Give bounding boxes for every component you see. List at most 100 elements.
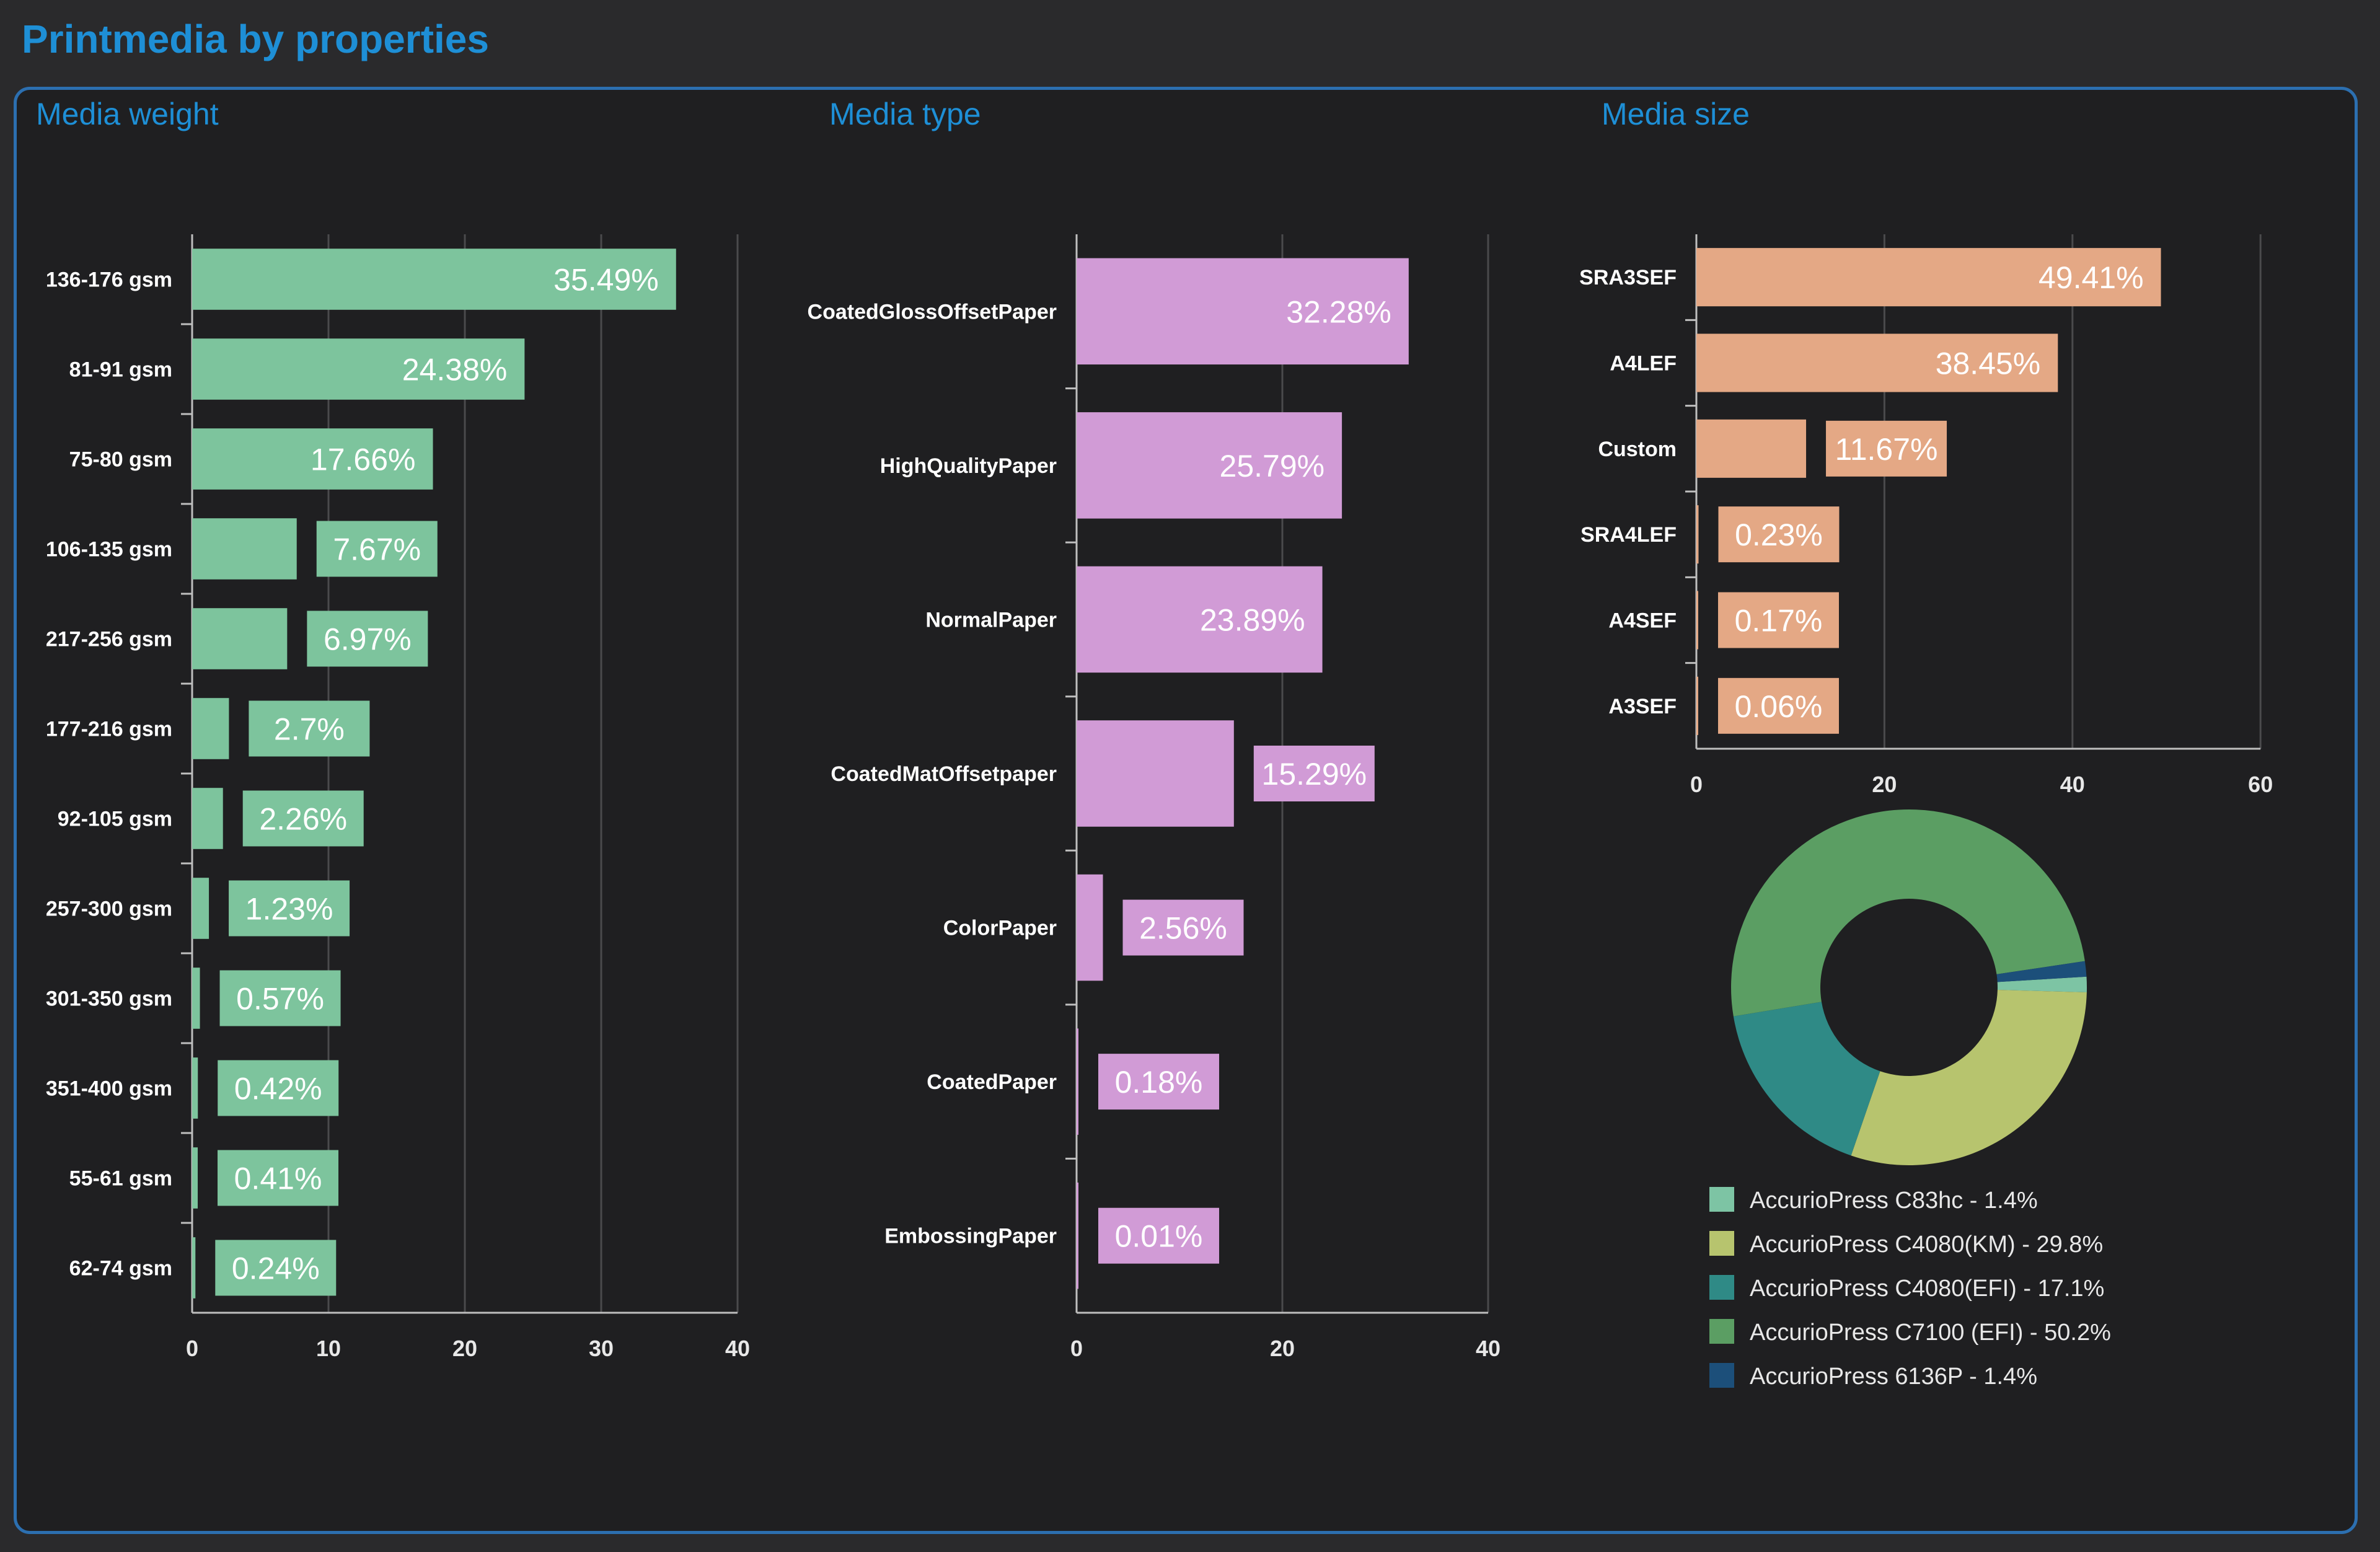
donut-slice [1730, 809, 2085, 1016]
type-tick-label: 20 [1270, 1336, 1295, 1361]
type-data-label-box [1098, 1054, 1219, 1110]
weight-category-label: 136-176 gsm [46, 268, 172, 292]
size-bar [1696, 333, 2058, 392]
weight-category-label: 351-400 gsm [46, 1077, 172, 1101]
weight-data-label-box [316, 521, 438, 577]
weight-data-label: 2.26% [259, 802, 347, 837]
type-category-label: EmbossingPaper [884, 1225, 1057, 1248]
weight-bar [192, 698, 229, 759]
donut-slice [1733, 1002, 1880, 1156]
size-category-label: A4LEF [1610, 352, 1677, 376]
size-bar [1696, 676, 1698, 735]
donut-slice [1997, 976, 2087, 993]
weight-tick-label: 20 [452, 1336, 477, 1361]
weight-bar [192, 608, 288, 669]
weight-data-label: 35.49% [553, 263, 659, 298]
legend-label: AccurioPress C83hc - 1.4% [1750, 1188, 2038, 1214]
type-bar [1077, 720, 1234, 827]
type-category-label: HighQualityPaper [880, 454, 1057, 478]
type-data-label: 2.56% [1139, 911, 1227, 946]
weight-tick-label: 40 [725, 1336, 750, 1361]
weight-tick-label: 0 [186, 1336, 198, 1361]
weight-bar [192, 338, 525, 400]
weight-category-label: 301-350 gsm [46, 987, 172, 1011]
weight-data-label: 17.66% [311, 443, 416, 477]
type-bar [1077, 412, 1342, 519]
weight-tick-label: 30 [589, 1336, 614, 1361]
weight-bar [192, 1147, 198, 1209]
size-data-label: 11.67% [1835, 432, 1938, 467]
weight-category-label: 257-300 gsm [46, 897, 172, 921]
size-bar [1696, 591, 1698, 650]
size-tick-label: 0 [1690, 772, 1703, 797]
type-category-label: NormalPaper [925, 608, 1057, 632]
size-data-label: 0.06% [1735, 689, 1823, 724]
size-tick-label: 60 [2248, 772, 2273, 797]
size-category-label: Custom [1598, 438, 1677, 461]
weight-bar [192, 518, 297, 580]
legend-swatch [1709, 1187, 1734, 1212]
legend-swatch [1709, 1319, 1734, 1344]
weight-data-label-box [219, 970, 341, 1026]
weight-category-label: 75-80 gsm [69, 448, 172, 472]
weight-data-label-box [229, 880, 350, 937]
weight-data-label-box [215, 1240, 337, 1296]
weight-data-label-box [307, 611, 428, 667]
size-category-label: SRA3SEF [1579, 266, 1677, 289]
size-data-label: 49.41% [2038, 260, 2144, 295]
media-size-title: Media size [1602, 97, 1750, 131]
legend-swatch [1709, 1275, 1734, 1300]
size-data-label-box [1718, 506, 1840, 563]
type-data-label: 0.01% [1115, 1219, 1203, 1254]
type-data-label: 0.18% [1115, 1065, 1203, 1100]
type-data-label: 25.79% [1220, 449, 1325, 483]
weight-data-label: 0.41% [234, 1162, 322, 1196]
type-category-label: CoatedPaper [927, 1070, 1057, 1094]
type-category-label: ColorPaper [943, 917, 1057, 940]
weight-bar [192, 878, 209, 939]
type-bar [1077, 258, 1409, 365]
weight-data-label: 6.97% [324, 622, 412, 657]
size-bar [1696, 419, 1807, 478]
weight-category-label: 92-105 gsm [58, 808, 172, 831]
type-tick-label: 0 [1070, 1336, 1083, 1361]
size-data-label: 0.23% [1735, 518, 1823, 552]
page-title: Printmedia by properties [22, 17, 489, 61]
type-data-label-box [1253, 746, 1375, 801]
legend-label: AccurioPress C4080(KM) - 29.8% [1750, 1232, 2103, 1258]
type-data-label: 15.29% [1262, 757, 1367, 791]
size-data-label: 38.45% [1936, 346, 2041, 381]
weight-category-label: 177-216 gsm [46, 718, 172, 741]
type-category-label: CoatedGlossOffsetPaper [808, 300, 1057, 324]
weight-category-label: 62-74 gsm [69, 1257, 172, 1281]
type-bar [1077, 874, 1103, 981]
weight-data-label-box [218, 1060, 339, 1116]
legend-label: AccurioPress C4080(EFI) - 17.1% [1750, 1276, 2104, 1302]
weight-data-label: 0.57% [236, 982, 324, 1016]
type-data-label: 23.89% [1200, 602, 1305, 637]
weight-bar [192, 1057, 198, 1119]
weight-bar [192, 1237, 196, 1298]
size-tick-label: 20 [1872, 772, 1897, 797]
weight-bar [192, 968, 200, 1029]
weight-data-label: 0.24% [232, 1251, 320, 1286]
media-type-title: Media type [829, 97, 981, 131]
size-category-label: SRA4LEF [1580, 523, 1677, 547]
donut-slice [1996, 961, 2087, 982]
weight-bar [192, 428, 433, 490]
weight-bar [192, 788, 223, 849]
weight-data-label: 1.23% [245, 892, 333, 927]
legend-label: AccurioPress C7100 (EFI) - 50.2% [1750, 1320, 2111, 1346]
donut-slice [1851, 990, 2087, 1165]
size-data-label: 0.17% [1735, 604, 1823, 638]
size-data-label-box [1718, 592, 1839, 648]
size-category-label: A4SEF [1608, 609, 1677, 633]
type-category-label: CoatedMatOffsetpaper [831, 762, 1057, 786]
legend-label: AccurioPress 6136P - 1.4% [1750, 1364, 2037, 1390]
type-bar [1077, 566, 1323, 673]
weight-category-label: 81-91 gsm [69, 358, 172, 382]
weight-tick-label: 10 [316, 1336, 341, 1361]
weight-data-label-box [218, 1150, 339, 1206]
type-data-label-box [1098, 1207, 1219, 1264]
